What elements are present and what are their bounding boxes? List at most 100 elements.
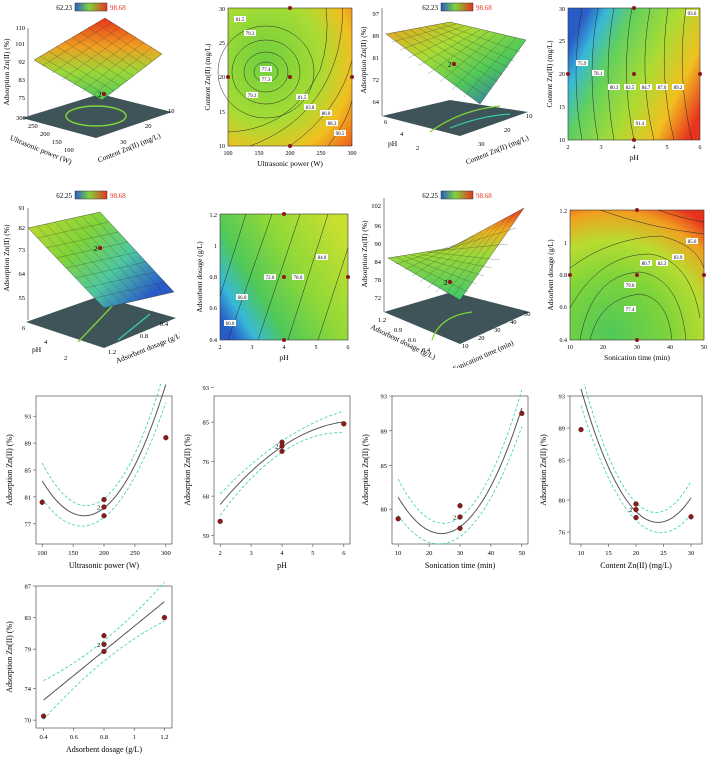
contour-label: 79.0 <box>626 284 635 289</box>
data-point <box>101 496 107 503</box>
data-point <box>341 421 347 427</box>
y-tick: 10 <box>462 343 469 350</box>
y-tick: 1.2 <box>210 213 218 219</box>
z-tick: 102 <box>371 203 381 210</box>
design-points <box>566 6 702 142</box>
data-point <box>101 504 107 510</box>
z-tick: 64 <box>19 271 26 278</box>
point-replicate-label: 2 <box>97 642 100 649</box>
x-tick-label: 2 <box>219 550 222 557</box>
contour-label: 85.6 <box>688 240 697 245</box>
surface-mesh <box>395 213 517 299</box>
y-tick-label: 85 <box>381 463 388 470</box>
x-tick: 5 <box>666 145 669 151</box>
contour-label: 79.3 <box>248 94 257 99</box>
data-point <box>217 518 223 524</box>
x-tick: 250 <box>28 123 38 130</box>
data-point <box>633 506 639 513</box>
x-tick: 6 <box>22 325 26 332</box>
y-tick: 0.6 <box>560 305 568 311</box>
design-point <box>101 91 107 97</box>
y-tick-label: 79 <box>25 647 32 654</box>
y-tick: 0.8 <box>140 333 148 340</box>
data-point <box>633 515 639 521</box>
upper-confidence-band <box>397 389 523 524</box>
data-point <box>395 516 401 522</box>
z-tick: 82 <box>19 225 26 232</box>
x-tick-label: 30 <box>457 550 464 557</box>
contour-label: 80.7 <box>642 262 651 267</box>
z-tick: 73 <box>19 247 26 254</box>
x-tick: 3 <box>251 345 254 351</box>
base-contour <box>431 311 473 341</box>
contour-label: 84.7 <box>642 86 651 91</box>
surface-mesh <box>391 23 521 98</box>
contour-label: 83.9 <box>674 256 683 261</box>
colorbar-min: 62.25 <box>422 192 438 200</box>
upper-confidence-band <box>41 384 162 506</box>
y-ticks: 0.4 0.6 0.8 1 1.2 <box>560 209 568 344</box>
y-tick-label: 59 <box>203 533 210 540</box>
contour-label: 77.3 <box>262 78 271 83</box>
y-tick: 0.8 <box>210 275 218 281</box>
y-tick: 0.4 <box>560 338 568 344</box>
z-tick: 97 <box>373 11 380 18</box>
x-tick-label: 300 <box>161 550 171 557</box>
x-tick-label: 40 <box>488 550 495 557</box>
z-tick: 90 <box>375 241 382 248</box>
y-tick: 30 <box>494 327 501 334</box>
plot-frame <box>35 395 173 545</box>
x-tick: 4 <box>633 145 636 151</box>
y-tick-label: 93 <box>381 394 388 401</box>
x-axis-label: pH <box>32 345 42 354</box>
y-tick: 0.4 <box>210 338 218 344</box>
y-axis-label: Adsorption Zn(II) (%) <box>183 434 192 506</box>
x-tick: 250 <box>317 151 326 157</box>
point-replicate-label: 2 <box>629 507 632 514</box>
z-tick: 91 <box>19 205 26 212</box>
x-tick-label: 100 <box>37 550 47 557</box>
z-ticks: 72 78 84 90 96 102 <box>371 203 382 302</box>
x-tick-label: 6 <box>342 550 346 557</box>
design-points <box>568 208 706 342</box>
z-axis-label: Adsorption Zn(II) (%) <box>2 38 11 106</box>
data-point <box>101 648 107 655</box>
x-tick-label: 200 <box>99 550 109 557</box>
colorbar <box>74 190 108 200</box>
x-tick-label: 20 <box>426 550 433 557</box>
data-point <box>279 448 285 454</box>
y-axis-label: Content Zn(II) (mg/L) <box>464 133 530 167</box>
z-tick: 110 <box>15 25 25 32</box>
data-point <box>688 514 694 520</box>
y-tick: 0.6 <box>210 306 218 312</box>
y-axis-label: Content Zn(II) (mg/L) <box>545 40 554 108</box>
y-tick: 30 <box>478 141 485 148</box>
contour-label: 80.3 <box>610 86 619 91</box>
z-axis-label: Adsorption Zn(II) (%) <box>360 220 369 288</box>
x-axis-label: Content Zn(II) (mg/L) <box>600 561 672 570</box>
y-tick-label: 93 <box>25 414 32 421</box>
contour-label: 77.4 <box>626 308 635 313</box>
design-points <box>282 212 350 342</box>
contour-label: 87.0 <box>658 86 667 91</box>
x-ticks: 2 3 4 5 6 <box>567 145 702 151</box>
x-tick-label: 10 <box>395 550 402 557</box>
contour-label: 82.5 <box>626 86 635 91</box>
surface-plot-power-content: 62.23 98.68 2 75 83 92 101 110 Adsorptio… <box>2 2 175 166</box>
y-tick: 10 <box>168 108 175 115</box>
x-ticks: 2 3 4 5 6 <box>219 345 350 351</box>
x-tick-label: 4 <box>280 550 284 557</box>
data-point <box>161 614 168 621</box>
surface-plot-ph-content: 62.23 98.68 2 64 72 81 89 97 Adsorption … <box>360 2 533 167</box>
data-point <box>101 641 107 647</box>
y-tick: 30 <box>219 7 225 13</box>
y-tick-label: 93 <box>203 385 210 392</box>
x-axis-label: Sonication time (min) <box>604 353 670 362</box>
contour-label-boxes: 81.5 79.3 77.4 77.3 79.3 81.5 83.8 86.0 … <box>234 16 346 137</box>
contour-label: 84.0 <box>318 256 327 261</box>
x-axis-label: pH <box>388 139 398 148</box>
contour-label: 77.4 <box>262 68 271 73</box>
x-tick: 50 <box>701 345 707 351</box>
response-surface <box>387 207 525 301</box>
x-tick: 1.2 <box>378 317 386 324</box>
